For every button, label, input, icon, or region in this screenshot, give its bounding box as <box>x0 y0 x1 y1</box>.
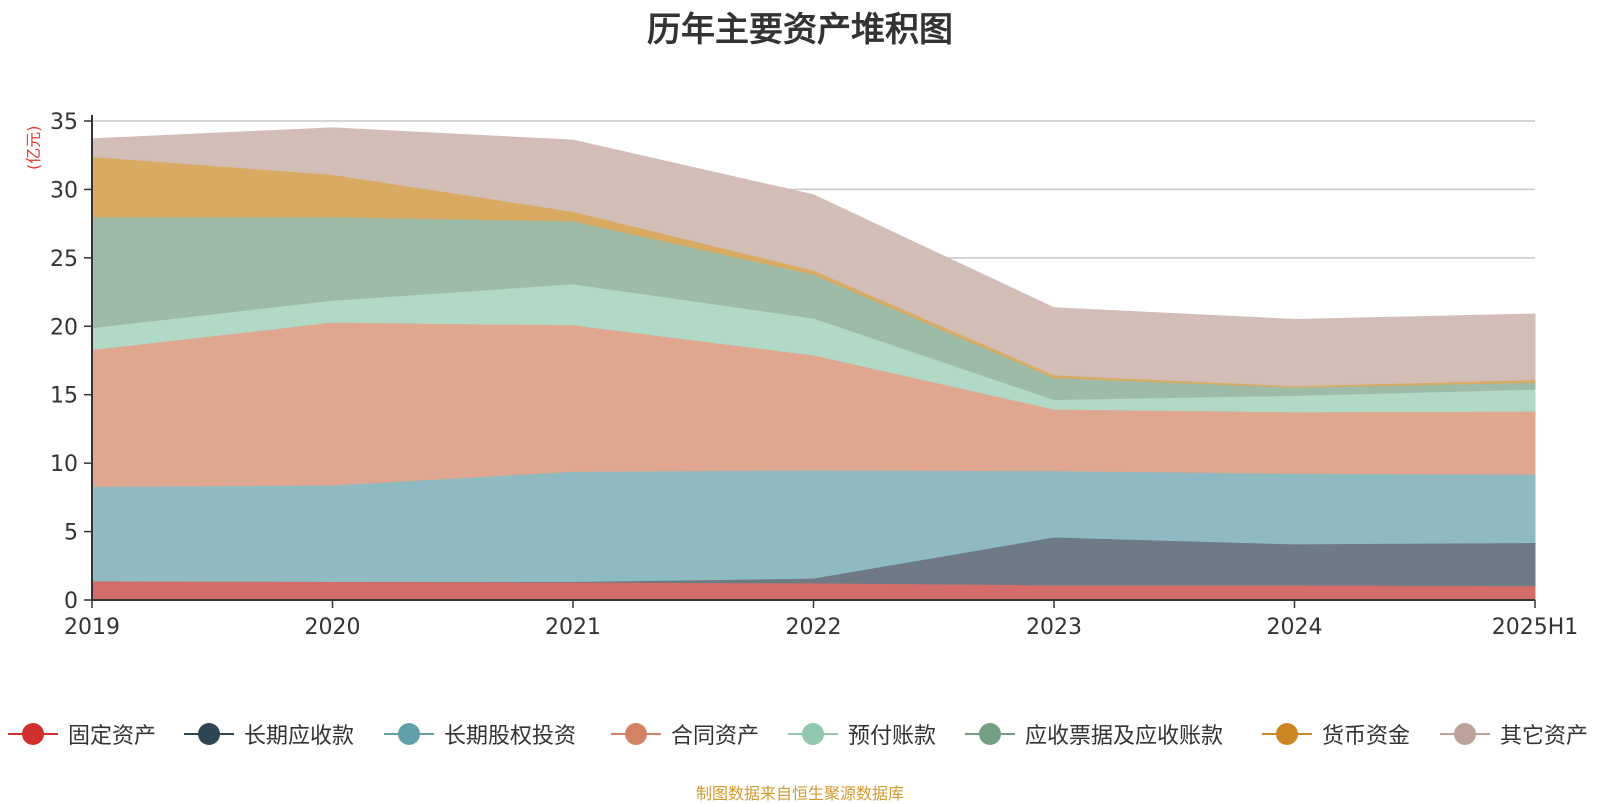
legend-marker-icon <box>1440 716 1490 752</box>
x-tick-label: 2021 <box>545 615 601 640</box>
y-tick-label: 20 <box>50 315 78 340</box>
legend-label: 合同资产 <box>671 724 760 749</box>
legend-item[interactable]: 应收票据及应收账款 <box>965 716 1223 752</box>
x-tick-label: 2019 <box>64 615 120 640</box>
plot-area: 0 5 10 15 20 25 30 35 2019 2020 2021 2022 2023 2024 20… <box>50 110 1578 640</box>
legend-marker-icon <box>965 716 1015 752</box>
legend-item[interactable]: 合同资产 <box>611 716 759 752</box>
x-tick-label: 2022 <box>786 615 842 640</box>
x-tick-label: 2024 <box>1267 615 1323 640</box>
y-tick-label: 30 <box>50 178 78 203</box>
y-tick-label: 10 <box>50 452 78 477</box>
legend-label: 预付账款 <box>848 724 937 749</box>
x-tick-label: 2025H1 <box>1492 615 1579 640</box>
legend-label: 货币资金 <box>1322 724 1411 749</box>
x-tick-label: 2020 <box>305 615 361 640</box>
legend-marker-icon <box>788 716 838 752</box>
legend-item[interactable]: 长期应收款 <box>184 716 354 752</box>
legend-label: 长期股权投资 <box>444 724 577 749</box>
legend-label: 固定资产 <box>68 724 157 749</box>
area-series-7 <box>91 127 1536 387</box>
legend-marker-icon <box>8 716 58 752</box>
y-tick-label: 5 <box>64 521 78 546</box>
legend-marker-icon <box>184 716 234 752</box>
area-layer <box>91 127 1536 601</box>
legend-item[interactable]: 固定资产 <box>8 716 156 752</box>
legend-item[interactable]: 长期股权投资 <box>384 716 576 752</box>
legend: 固定资产 长期应收款 长期股权投资 合同资产 预付账款 应收票据及应收账款 货币资金 其它资产 <box>0 716 1600 756</box>
legend-marker-icon <box>1262 716 1312 752</box>
y-tick-label: 25 <box>50 247 78 272</box>
legend-marker-icon <box>384 716 434 752</box>
legend-marker-icon <box>611 716 661 752</box>
y-tick-label: 35 <box>50 110 78 135</box>
legend-item[interactable]: 其它资产 <box>1440 716 1588 752</box>
legend-label: 其它资产 <box>1500 724 1589 749</box>
legend-label: 应收票据及应收账款 <box>1025 724 1224 749</box>
legend-item[interactable]: 货币资金 <box>1262 716 1410 752</box>
legend-item[interactable]: 预付账款 <box>788 716 936 752</box>
x-tick-label: 2023 <box>1026 615 1082 640</box>
source-note: 制图数据来自恒生聚源数据库 <box>695 784 904 803</box>
y-tick-label: 0 <box>64 589 78 614</box>
y-tick-label: 15 <box>50 384 78 409</box>
chart-title: 历年主要资产堆积图 <box>647 10 953 50</box>
axis-layer: 0 5 10 15 20 25 30 35 2019 2020 2021 2022 2023 2024 20… <box>50 110 1578 640</box>
legend-label: 长期应收款 <box>244 724 355 749</box>
